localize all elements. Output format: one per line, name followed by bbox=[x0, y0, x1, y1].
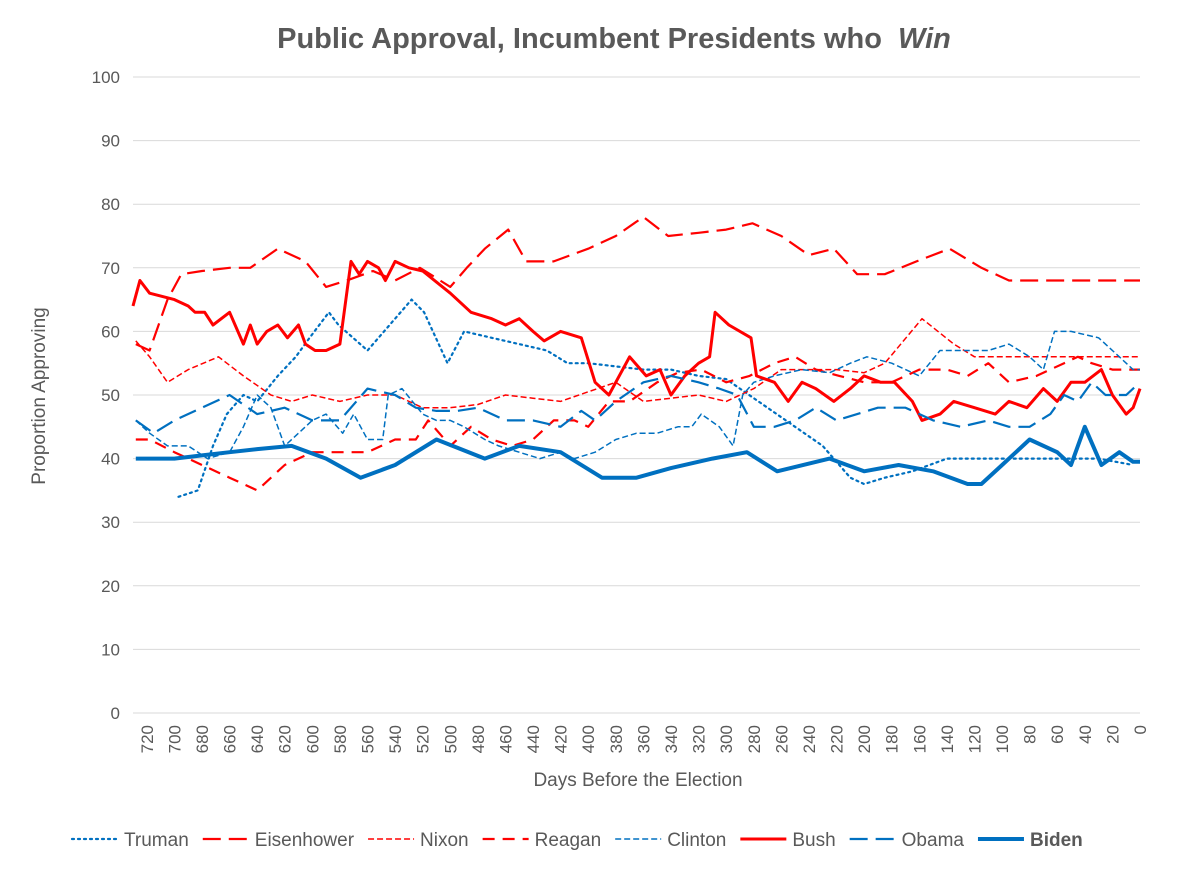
series-line-obama bbox=[135, 374, 1141, 435]
x-tick-label: 40 bbox=[1076, 725, 1095, 744]
x-tick-label: 160 bbox=[910, 725, 929, 753]
x-tick-label: 200 bbox=[855, 725, 874, 753]
x-tick-label: 700 bbox=[165, 725, 184, 753]
x-tick-label: 620 bbox=[276, 725, 295, 753]
chart-title-emphasis: Win bbox=[898, 23, 951, 55]
legend-label-clinton: Clinton bbox=[667, 830, 726, 851]
x-tick-label: 520 bbox=[414, 725, 433, 753]
x-tick-label: 400 bbox=[579, 725, 598, 753]
x-tick-label: 0 bbox=[1131, 725, 1150, 734]
x-tick-label: 60 bbox=[1048, 725, 1067, 744]
x-tick-label: 360 bbox=[634, 725, 653, 753]
series-line-reagan bbox=[135, 355, 1140, 492]
chart-title: Public Approval, Incumbent Presidents wh… bbox=[277, 23, 951, 55]
legend-label-obama: Obama bbox=[902, 830, 965, 851]
x-tick-label: 140 bbox=[938, 725, 957, 753]
x-axis-label: Days Before the Election bbox=[533, 770, 742, 791]
legend-label-bush: Bush bbox=[792, 830, 835, 851]
x-tick-label: 600 bbox=[303, 725, 322, 753]
y-tick-label: 20 bbox=[101, 577, 120, 596]
x-tick-label: 640 bbox=[248, 725, 267, 753]
y-tick-label: 100 bbox=[92, 68, 120, 87]
series-line-eisenhower bbox=[135, 215, 1140, 352]
x-tick-label: 20 bbox=[1103, 725, 1122, 744]
x-tick-label: 380 bbox=[607, 725, 626, 753]
y-tick-label: 90 bbox=[101, 132, 120, 151]
x-axis-ticks: 720 700 680 660 640 620 600 580 560 540 520 500 480 4… bbox=[138, 725, 1150, 753]
x-tick-label: 300 bbox=[717, 725, 736, 753]
x-tick-label: 100 bbox=[993, 725, 1012, 753]
y-tick-label: 50 bbox=[101, 386, 120, 405]
x-tick-label: 420 bbox=[552, 725, 571, 753]
y-tick-label: 60 bbox=[101, 322, 120, 341]
x-tick-label: 220 bbox=[828, 725, 847, 753]
y-tick-label: 30 bbox=[101, 513, 120, 532]
x-tick-label: 240 bbox=[800, 725, 819, 753]
x-tick-label: 540 bbox=[386, 725, 405, 753]
y-tick-label: 0 bbox=[111, 704, 120, 723]
legend-label-nixon: Nixon bbox=[420, 830, 469, 851]
x-tick-label: 260 bbox=[772, 725, 791, 753]
x-tick-label: 580 bbox=[331, 725, 350, 753]
series-line-clinton bbox=[135, 330, 1140, 460]
x-tick-label: 460 bbox=[496, 725, 515, 753]
legend-label-biden: Biden bbox=[1030, 830, 1083, 851]
x-tick-label: 500 bbox=[441, 725, 460, 753]
x-tick-label: 480 bbox=[469, 725, 488, 753]
legend-label-eisenhower: Eisenhower bbox=[255, 830, 355, 851]
x-tick-label: 560 bbox=[359, 725, 378, 753]
series-layer bbox=[131, 215, 1142, 498]
series-line-biden bbox=[135, 424, 1140, 486]
legend: Truman Eisenhower Nixon Reagan Clinton Bush Ob… bbox=[70, 830, 1083, 851]
x-tick-label: 320 bbox=[690, 725, 709, 753]
y-tick-label: 70 bbox=[101, 259, 120, 278]
y-tick-label: 40 bbox=[101, 450, 120, 469]
x-tick-label: 120 bbox=[965, 725, 984, 753]
y-tick-label: 10 bbox=[101, 640, 120, 659]
legend-label-truman: Truman bbox=[124, 830, 189, 851]
legend-label-reagan: Reagan bbox=[535, 830, 602, 851]
x-tick-label: 180 bbox=[883, 725, 902, 753]
y-axis-ticks: 0 10 20 30 40 50 60 70 80 90 100 bbox=[92, 68, 120, 723]
y-tick-label: 80 bbox=[101, 195, 120, 214]
x-tick-label: 680 bbox=[193, 725, 212, 753]
x-tick-label: 340 bbox=[662, 725, 681, 753]
chart-title-main: Public Approval, Incumbent Presidents wh… bbox=[277, 23, 882, 55]
y-axis-label: Proportion Approving bbox=[29, 307, 50, 484]
x-tick-label: 440 bbox=[524, 725, 543, 753]
x-tick-label: 720 bbox=[138, 725, 157, 753]
series-line-bush bbox=[131, 259, 1142, 422]
x-tick-label: 660 bbox=[221, 725, 240, 753]
series-line-nixon bbox=[135, 317, 1140, 409]
x-tick-label: 280 bbox=[745, 725, 764, 753]
series-line-truman bbox=[177, 298, 1135, 498]
x-tick-label: 80 bbox=[1021, 725, 1040, 744]
